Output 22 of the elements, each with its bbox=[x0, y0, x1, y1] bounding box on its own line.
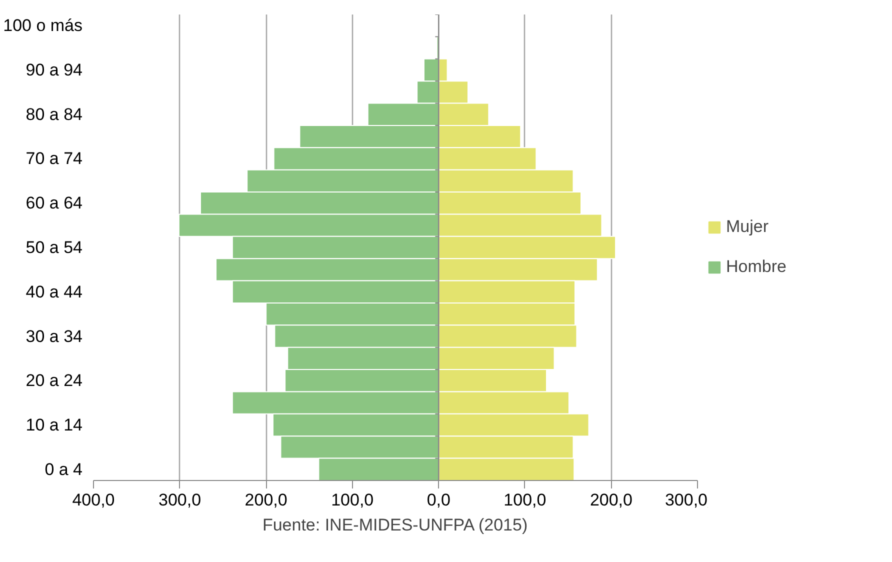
legend-label: Mujer bbox=[726, 217, 769, 237]
y-tick-label: 90 a 94 bbox=[26, 60, 83, 80]
x-tick-label: 0,0 bbox=[426, 490, 450, 510]
y-tick-label: 80 a 84 bbox=[26, 104, 83, 124]
y-tick-label: 0 a 4 bbox=[44, 460, 82, 479]
x-tick-label: 200,0 bbox=[244, 490, 288, 510]
x-tick-label: 200,0 bbox=[590, 490, 632, 510]
y-tick-label: 60 a 64 bbox=[26, 194, 83, 213]
y-tick-label: 50 a 54 bbox=[26, 238, 83, 257]
y-tick-label: 100 o más bbox=[3, 16, 83, 36]
x-tick-label: 100,0 bbox=[331, 490, 374, 510]
y-tick-label: 30 a 34 bbox=[26, 326, 83, 346]
x-tick-label: 300,0 bbox=[664, 490, 708, 510]
source-note: Fuente: INE-MIDES-UNFPA (2015) bbox=[262, 516, 528, 534]
x-tick-label: 100,0 bbox=[504, 490, 546, 510]
x-tick-label: 300,0 bbox=[158, 490, 202, 510]
y-tick-label: 10 a 14 bbox=[26, 416, 83, 435]
y-tick-label: 70 a 74 bbox=[26, 149, 83, 168]
x-tick-label: 400,0 bbox=[72, 490, 115, 510]
y-tick-label: 40 a 44 bbox=[26, 282, 83, 302]
y-tick-label: 20 a 24 bbox=[26, 371, 83, 390]
legend-label: Hombre bbox=[726, 257, 786, 277]
